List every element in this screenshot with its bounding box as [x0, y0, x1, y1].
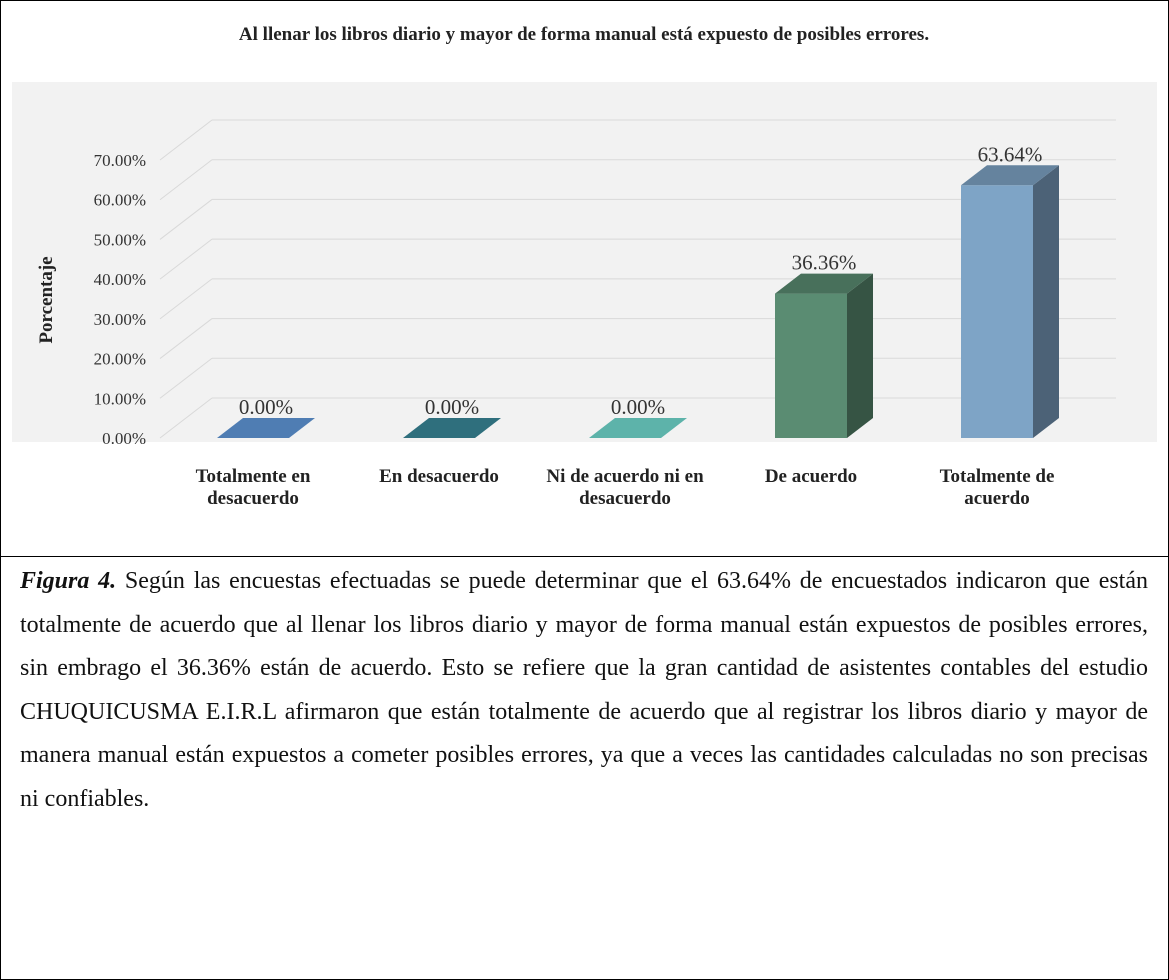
bar-top — [961, 165, 1059, 186]
bar-top — [403, 418, 501, 438]
data-label: 0.00% — [425, 395, 479, 419]
data-label: 0.00% — [611, 395, 665, 419]
y-tick-label: 70.00% — [94, 151, 146, 170]
bar — [961, 185, 1033, 438]
grid-line — [159, 199, 213, 240]
chart-title: Al llenar los libros diario y mayor de f… — [239, 24, 929, 45]
caption-text: Según las encuestas efectuadas se puede … — [20, 568, 1149, 812]
grid-line — [159, 278, 213, 320]
y-tick-label: 30.00% — [94, 310, 146, 329]
grid-line — [159, 357, 213, 399]
data-label: 36.36% — [792, 251, 857, 275]
x-tick-label: En desacuerdo — [379, 466, 499, 487]
y-tick-label: 20.00% — [94, 350, 146, 369]
grid-line — [159, 119, 213, 161]
data-label: 63.64% — [978, 142, 1043, 166]
y-tick-label: 40.00% — [94, 270, 146, 289]
grid-line — [159, 318, 213, 359]
x-tick-label: De acuerdo — [764, 466, 858, 487]
x-tick-label: Totalmente en desacuerdo — [195, 466, 311, 509]
bar-top — [775, 273, 873, 294]
y-axis-label: Porcentaje — [36, 256, 57, 343]
grid-line — [159, 397, 213, 439]
bar-top — [589, 418, 687, 438]
x-tick-label: Ni de acuerdo ni en desacuerdo — [546, 466, 704, 509]
x-tick-label: Totalmente de acuerdo — [939, 466, 1055, 509]
y-tick-label: 10.00% — [94, 389, 146, 408]
chart: Al llenar los libros diario y mayor de f… — [12, 24, 1157, 448]
data-label: 0.00% — [239, 395, 293, 419]
bar-top — [217, 418, 315, 438]
bar-side — [1033, 165, 1059, 438]
y-tick-label: 0.00% — [102, 429, 146, 448]
grid-line — [159, 238, 213, 280]
bar-side — [847, 273, 873, 438]
chart-area: Al llenar los libros diario y mayor de f… — [0, 24, 1169, 557]
grid-line — [159, 159, 213, 201]
bar — [775, 293, 847, 438]
caption-label: Figura 4. — [20, 568, 117, 594]
y-tick-label: 50.00% — [94, 230, 146, 249]
y-tick-label: 60.00% — [94, 191, 146, 210]
caption: Figura 4. Según las encuestas efectuadas… — [20, 560, 1148, 821]
